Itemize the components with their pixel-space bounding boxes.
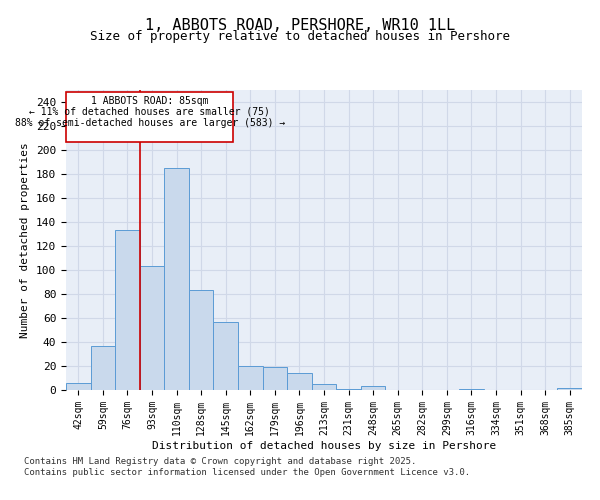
X-axis label: Distribution of detached houses by size in Pershore: Distribution of detached houses by size … <box>152 440 496 450</box>
Bar <box>336 389 361 390</box>
Bar <box>91 346 115 390</box>
Bar <box>189 290 214 390</box>
Bar <box>214 322 238 390</box>
Bar <box>238 366 263 390</box>
Bar <box>263 367 287 390</box>
Bar <box>459 389 484 390</box>
Bar <box>287 373 312 390</box>
Text: ← 11% of detached houses are smaller (75): ← 11% of detached houses are smaller (75… <box>29 107 270 117</box>
Text: 1, ABBOTS ROAD, PERSHORE, WR10 1LL: 1, ABBOTS ROAD, PERSHORE, WR10 1LL <box>145 18 455 32</box>
Text: Size of property relative to detached houses in Pershore: Size of property relative to detached ho… <box>90 30 510 43</box>
Text: 88% of semi-detached houses are larger (583) →: 88% of semi-detached houses are larger (… <box>14 118 285 128</box>
Bar <box>66 383 91 390</box>
FancyBboxPatch shape <box>67 92 233 142</box>
Bar <box>140 266 164 390</box>
Text: Contains HM Land Registry data © Crown copyright and database right 2025.
Contai: Contains HM Land Registry data © Crown c… <box>24 458 470 477</box>
Bar <box>115 230 140 390</box>
Y-axis label: Number of detached properties: Number of detached properties <box>20 142 31 338</box>
Text: 1 ABBOTS ROAD: 85sqm: 1 ABBOTS ROAD: 85sqm <box>91 96 209 106</box>
Bar <box>164 168 189 390</box>
Bar <box>361 386 385 390</box>
Bar <box>557 388 582 390</box>
Bar <box>312 384 336 390</box>
